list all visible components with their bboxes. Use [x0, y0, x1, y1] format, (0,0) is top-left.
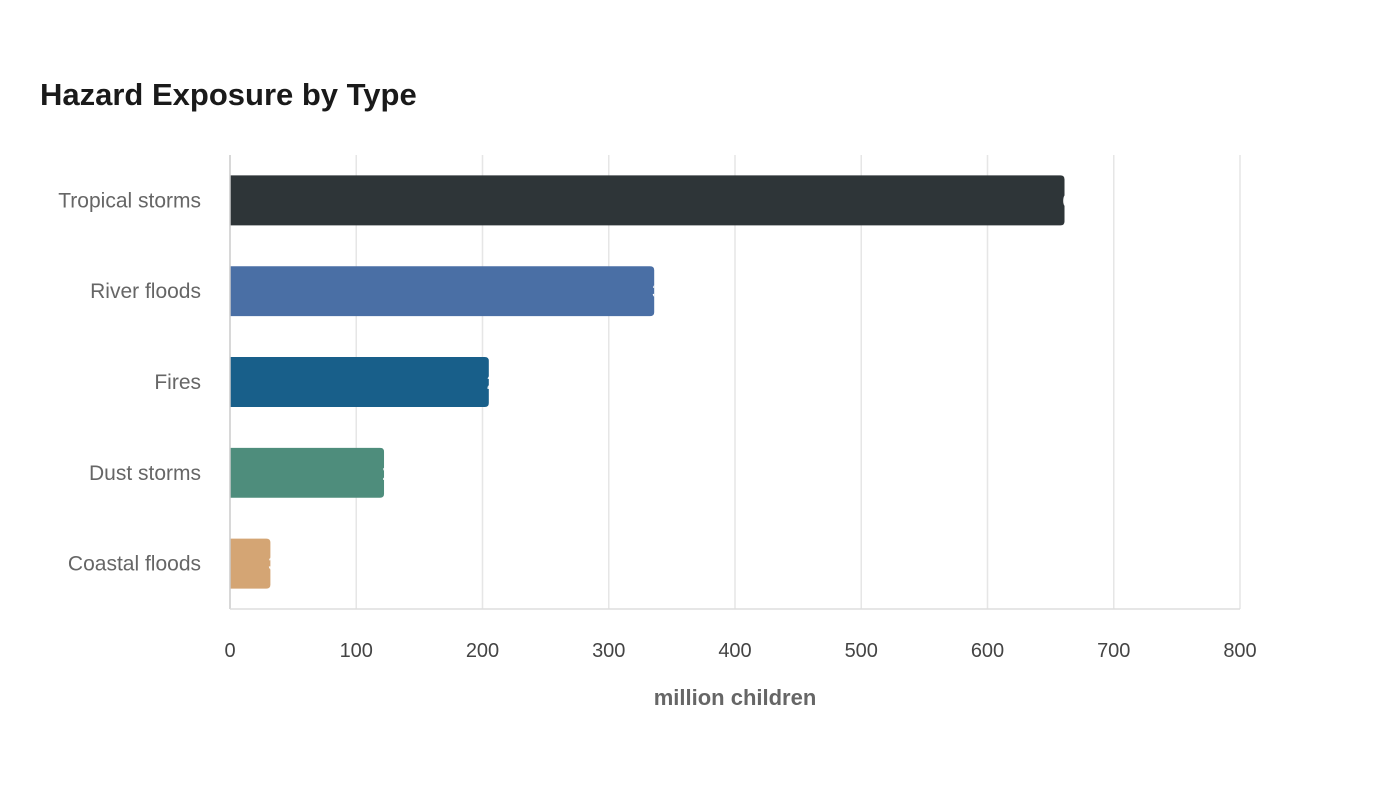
category-label: Dust storms	[89, 462, 201, 485]
data-label: 32	[268, 554, 290, 576]
x-tick-label: 400	[718, 640, 751, 662]
x-tick-label: 300	[592, 640, 625, 662]
axes	[229, 155, 1240, 610]
bar	[230, 266, 655, 317]
category-label: Coastal floods	[68, 553, 201, 576]
data-label: 122	[382, 463, 415, 485]
x-tick-labels: 0 100 200 300 400 500 600 700 800	[224, 640, 1256, 662]
bar	[230, 357, 489, 407]
x-axis-title: million children	[654, 685, 817, 710]
x-tick-label: 700	[1097, 640, 1130, 662]
category-labels: Tropical storms River floods Fires Dust sto…	[58, 189, 201, 575]
x-tick-label: 0	[224, 640, 235, 662]
x-tick-label: 200	[466, 640, 499, 662]
data-label: 336	[652, 281, 685, 303]
x-tick-label: 800	[1223, 640, 1256, 662]
bars	[230, 175, 1065, 589]
chart-title: Hazard Exposure by Type	[40, 77, 417, 112]
data-label: 661	[1063, 190, 1096, 212]
bar	[230, 175, 1065, 226]
category-label: River floods	[90, 280, 201, 303]
category-label: Tropical storms	[58, 189, 201, 212]
bar	[230, 538, 271, 589]
category-label: Fires	[154, 371, 201, 394]
x-tick-label: 500	[845, 640, 878, 662]
data-label: 205	[487, 372, 520, 394]
bar	[230, 447, 385, 498]
x-tick-label: 100	[340, 640, 373, 662]
x-tick-label: 600	[971, 640, 1004, 662]
